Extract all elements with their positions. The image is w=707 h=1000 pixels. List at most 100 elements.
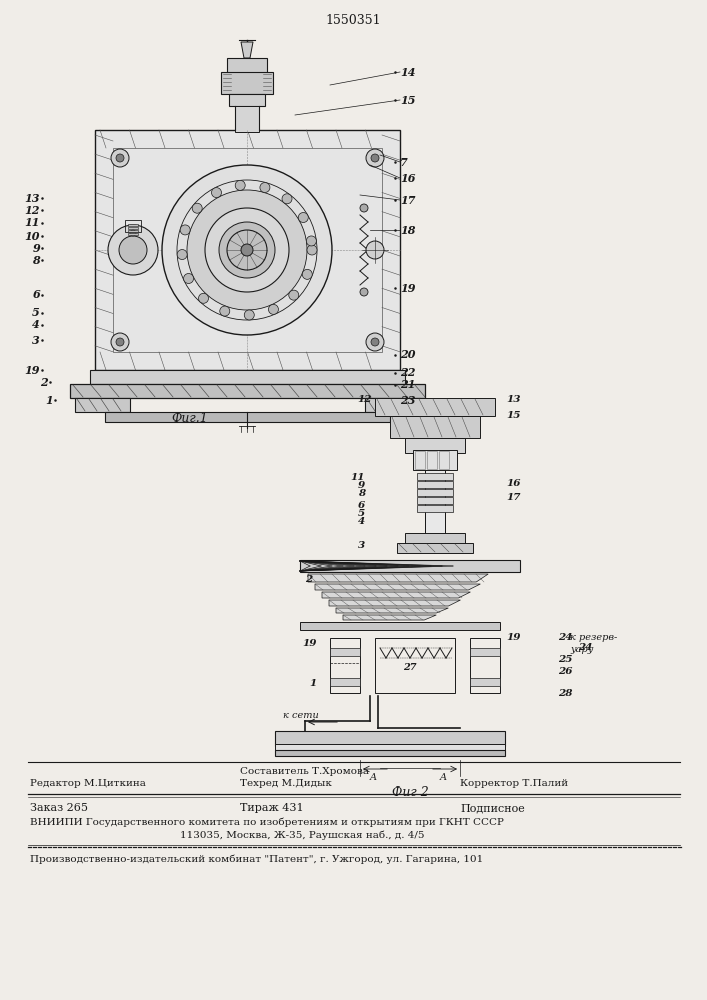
Bar xyxy=(275,731,505,746)
Circle shape xyxy=(366,241,384,259)
Circle shape xyxy=(211,188,221,198)
Text: 113035, Москва, Ж-35, Раушская наб., д. 4/5: 113035, Москва, Ж-35, Раушская наб., д. … xyxy=(180,830,424,840)
Bar xyxy=(375,398,495,416)
Text: 24: 24 xyxy=(578,644,592,652)
Text: 1550351: 1550351 xyxy=(325,13,381,26)
Bar xyxy=(470,648,500,656)
Circle shape xyxy=(366,149,384,167)
Text: Редактор М.Циткина: Редактор М.Циткина xyxy=(30,780,146,788)
Text: 16: 16 xyxy=(400,172,416,184)
Text: 7: 7 xyxy=(400,156,408,167)
Text: 15: 15 xyxy=(506,412,520,420)
Circle shape xyxy=(111,333,129,351)
Polygon shape xyxy=(241,42,253,58)
Text: Заказ 265: Заказ 265 xyxy=(30,803,88,813)
Text: 5: 5 xyxy=(33,308,40,318)
Polygon shape xyxy=(343,615,436,620)
Circle shape xyxy=(111,149,129,167)
Circle shape xyxy=(108,225,158,275)
Polygon shape xyxy=(308,574,489,582)
Text: 2: 2 xyxy=(40,376,48,387)
Bar xyxy=(330,638,360,693)
Text: 17: 17 xyxy=(506,493,520,502)
Text: 10: 10 xyxy=(25,231,40,241)
Text: 4: 4 xyxy=(33,320,40,330)
Text: уару: уару xyxy=(570,646,593,654)
Text: 3: 3 xyxy=(358,542,365,550)
Text: 26: 26 xyxy=(558,668,573,676)
Circle shape xyxy=(282,194,292,204)
Circle shape xyxy=(241,244,253,256)
Text: 17: 17 xyxy=(400,194,416,206)
Text: 12: 12 xyxy=(358,395,372,404)
Text: 19: 19 xyxy=(303,639,317,648)
Circle shape xyxy=(219,222,275,278)
Bar xyxy=(425,470,445,535)
Circle shape xyxy=(244,310,255,320)
Text: 1: 1 xyxy=(310,678,317,688)
Text: 18: 18 xyxy=(400,225,416,235)
Bar xyxy=(417,481,453,488)
Bar xyxy=(90,370,405,384)
Bar xyxy=(125,220,141,232)
Bar xyxy=(405,438,465,453)
Circle shape xyxy=(220,306,230,316)
Circle shape xyxy=(116,338,124,346)
Text: 15: 15 xyxy=(400,95,416,105)
Text: 8: 8 xyxy=(358,489,365,498)
Polygon shape xyxy=(329,600,460,606)
Bar xyxy=(439,451,449,469)
Bar xyxy=(413,450,457,470)
Bar xyxy=(128,230,138,232)
Bar xyxy=(330,678,360,686)
Text: 27: 27 xyxy=(403,664,416,672)
Text: 3: 3 xyxy=(33,334,40,346)
Circle shape xyxy=(205,208,289,292)
Text: 11: 11 xyxy=(351,474,365,483)
Text: Подписное: Подписное xyxy=(460,803,525,813)
Text: 28: 28 xyxy=(558,690,573,698)
Bar xyxy=(113,148,382,352)
Text: 12: 12 xyxy=(25,205,40,216)
Bar xyxy=(128,227,138,229)
Text: Тираж 431: Тираж 431 xyxy=(240,803,303,813)
Circle shape xyxy=(303,269,312,279)
Bar xyxy=(405,533,465,545)
Text: 23: 23 xyxy=(400,394,416,406)
Circle shape xyxy=(180,225,190,235)
Text: 20: 20 xyxy=(400,350,416,360)
Bar xyxy=(300,622,500,630)
Circle shape xyxy=(260,183,270,193)
Circle shape xyxy=(119,236,147,264)
Circle shape xyxy=(269,304,279,314)
Bar xyxy=(417,473,453,480)
Text: 9: 9 xyxy=(33,242,40,253)
Bar xyxy=(275,750,505,756)
Bar xyxy=(95,130,400,370)
Circle shape xyxy=(130,230,136,236)
Text: 5: 5 xyxy=(358,510,365,518)
Bar xyxy=(275,744,505,752)
Text: 19: 19 xyxy=(506,634,520,643)
Bar xyxy=(221,72,273,94)
Bar xyxy=(235,106,259,132)
Bar xyxy=(229,94,265,106)
Circle shape xyxy=(307,245,317,255)
Circle shape xyxy=(366,333,384,351)
Circle shape xyxy=(306,236,316,246)
Text: 24: 24 xyxy=(558,634,573,643)
Text: ВНИИПИ Государственного комитета по изобретениям и открытиям при ГКНТ СССР: ВНИИПИ Государственного комитета по изоб… xyxy=(30,817,504,827)
Text: 1: 1 xyxy=(45,394,53,406)
Text: 8: 8 xyxy=(33,254,40,265)
Bar xyxy=(417,489,453,496)
Text: 16: 16 xyxy=(506,480,520,488)
Bar xyxy=(417,497,453,504)
Bar xyxy=(227,58,267,74)
Circle shape xyxy=(187,190,307,310)
Bar xyxy=(128,224,138,226)
Bar xyxy=(415,451,425,469)
Text: Фиг 2: Фиг 2 xyxy=(392,786,428,798)
Text: 25: 25 xyxy=(558,656,573,664)
Text: 6: 6 xyxy=(33,290,40,300)
Text: Производственно-издательский комбинат "Патент", г. Ужгород, ул. Гагарина, 101: Производственно-издательский комбинат "П… xyxy=(30,854,484,864)
